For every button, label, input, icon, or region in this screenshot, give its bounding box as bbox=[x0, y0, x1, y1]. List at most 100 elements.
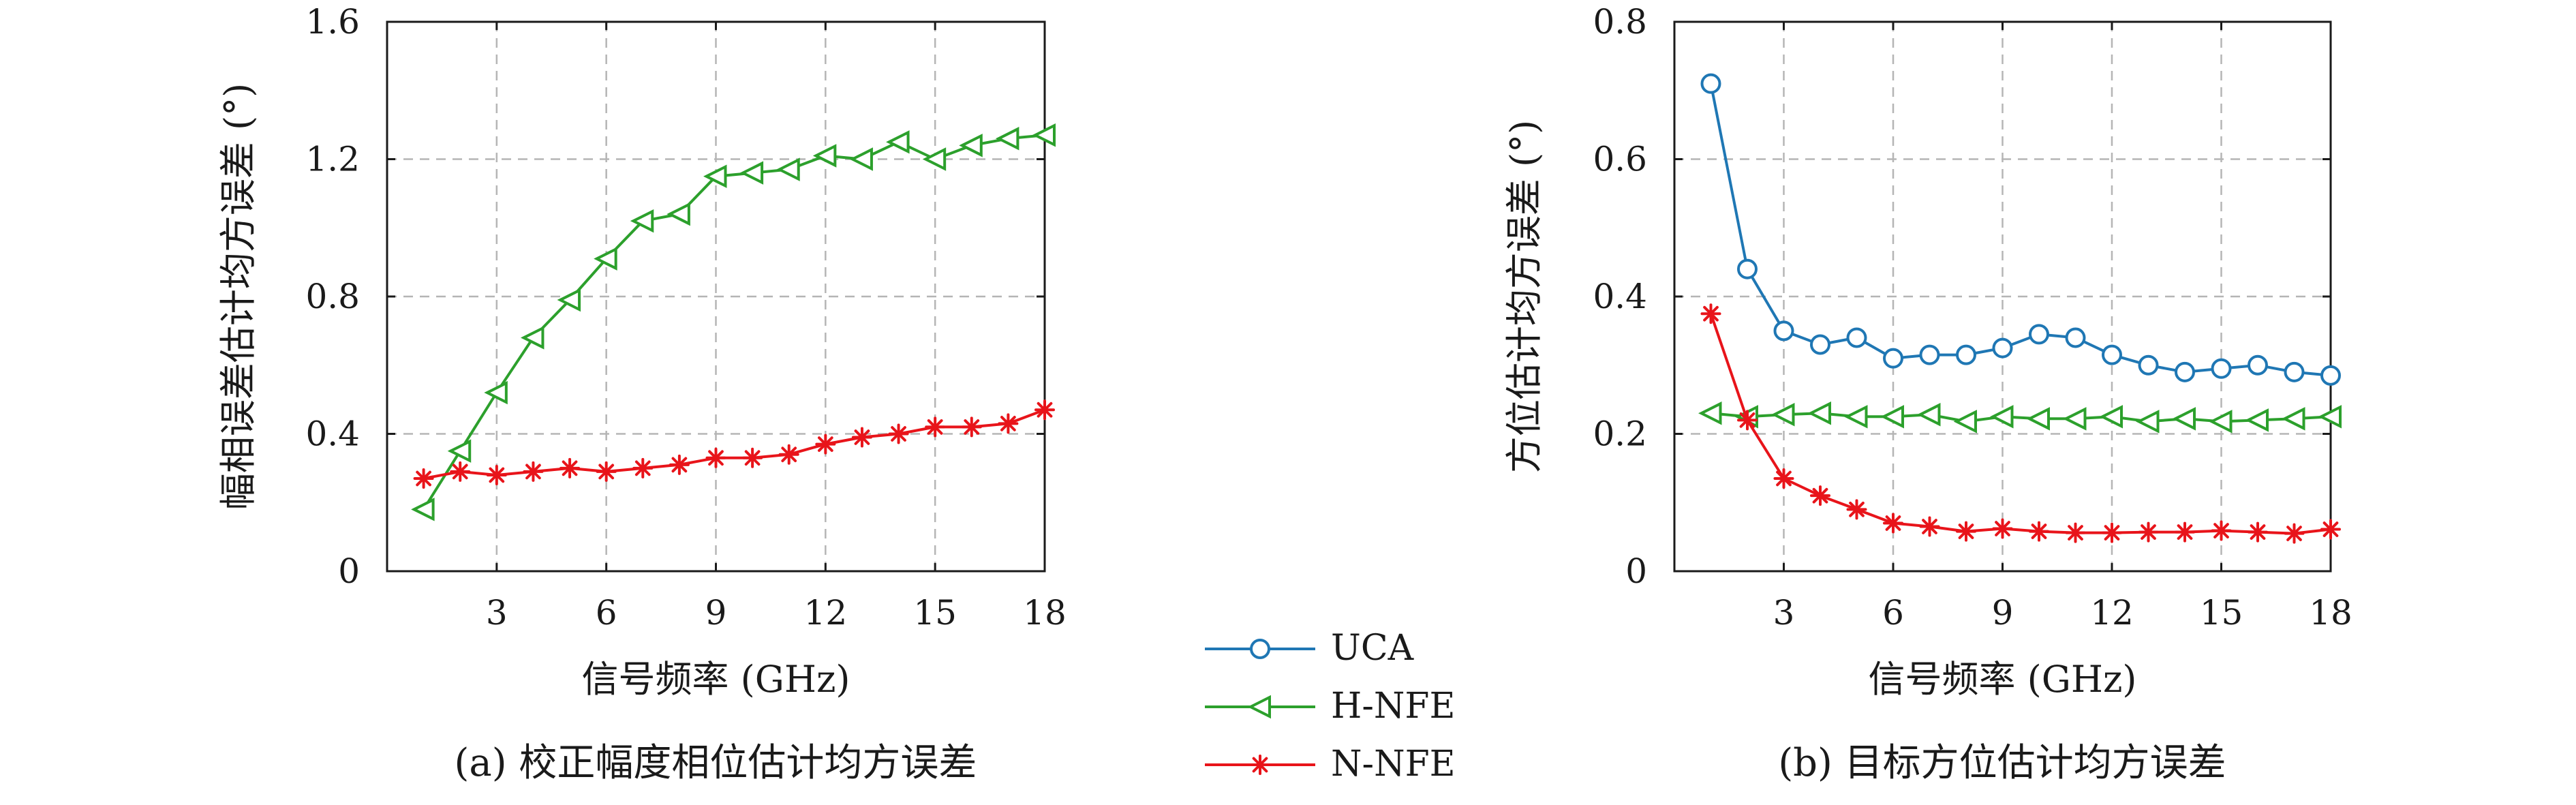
data-point bbox=[2063, 407, 2087, 431]
data-point bbox=[2026, 407, 2050, 431]
data-point bbox=[2284, 523, 2305, 544]
data-point bbox=[486, 464, 507, 485]
series-line bbox=[1709, 83, 2331, 377]
data-point bbox=[2211, 358, 2232, 379]
data-point bbox=[1844, 405, 1868, 429]
data-point bbox=[2102, 522, 2122, 543]
data-point bbox=[1992, 337, 2013, 359]
panel-a: 3 6 9 12 15 18 0 0.4 0.8 1.2 1.6 信号频率 (GHz) 幅相误差估计均方… bbox=[217, 2, 1067, 785]
panel-caption: (b) 目标方位估计均方误差 bbox=[1778, 741, 2226, 785]
legend-marker bbox=[1247, 695, 1271, 719]
legend-marker bbox=[1250, 755, 1270, 775]
data-point bbox=[2138, 354, 2159, 376]
data-point bbox=[1737, 410, 1758, 431]
data-point bbox=[998, 413, 1019, 434]
series-uca bbox=[1700, 73, 2341, 386]
x-tick-label: 6 bbox=[1882, 593, 1904, 633]
data-point bbox=[776, 157, 800, 181]
series-line bbox=[422, 134, 1045, 511]
legend-marker bbox=[1250, 639, 1270, 659]
data-point bbox=[888, 423, 909, 444]
data-point bbox=[2172, 407, 2196, 431]
x-tick-label: 3 bbox=[486, 593, 508, 633]
data-point bbox=[2209, 410, 2233, 434]
y-tick-label: 0 bbox=[1625, 551, 1647, 591]
data-point bbox=[1917, 403, 1941, 427]
data-point bbox=[961, 416, 982, 438]
y-axis-label: 方位估计均方误差 (°) bbox=[1503, 120, 1546, 473]
data-point bbox=[2029, 324, 2049, 345]
data-point bbox=[1773, 320, 1794, 341]
data-point bbox=[1919, 344, 1940, 365]
data-point bbox=[1773, 468, 1794, 489]
y-tick-label: 0.8 bbox=[1593, 2, 1647, 42]
data-point bbox=[1698, 401, 1722, 425]
series-h-nfe bbox=[1698, 401, 2342, 434]
data-point bbox=[669, 454, 690, 475]
data-point bbox=[2102, 344, 2122, 365]
data-point bbox=[559, 457, 581, 479]
data-point bbox=[2136, 410, 2160, 434]
y-tick-label: 0.6 bbox=[1593, 140, 1647, 179]
data-point bbox=[1807, 401, 1831, 425]
x-tick-label: 12 bbox=[804, 593, 848, 633]
x-tick-label: 15 bbox=[2200, 593, 2243, 633]
data-point bbox=[596, 461, 617, 482]
data-point bbox=[630, 209, 654, 233]
data-point bbox=[1992, 518, 2013, 539]
data-point bbox=[2175, 521, 2195, 543]
y-tick-label: 0.4 bbox=[1593, 277, 1647, 316]
data-point bbox=[520, 326, 545, 350]
data-point bbox=[2065, 522, 2086, 543]
legend-item-h-nfe: H-NFE bbox=[1205, 686, 1455, 727]
data-point bbox=[1032, 123, 1056, 147]
y-tick-label: 0.2 bbox=[1593, 414, 1647, 454]
data-point bbox=[1810, 334, 1830, 355]
data-point bbox=[484, 380, 508, 405]
y-axis-label: 幅相误差估计均方误差 (°) bbox=[217, 83, 260, 510]
data-point bbox=[1846, 499, 1867, 520]
data-point bbox=[703, 164, 727, 188]
data-point bbox=[705, 447, 726, 468]
data-point bbox=[1883, 348, 1903, 369]
data-point bbox=[1956, 521, 1976, 542]
data-point bbox=[1846, 327, 1867, 348]
data-point bbox=[411, 498, 435, 521]
y-tick-label: 0 bbox=[338, 551, 360, 591]
data-point bbox=[851, 427, 872, 448]
x-tick-label: 3 bbox=[1773, 593, 1795, 633]
series-line bbox=[423, 408, 1045, 480]
data-point bbox=[632, 457, 654, 479]
x-axis-label: 信号频率 (GHz) bbox=[582, 658, 850, 701]
data-point bbox=[849, 147, 873, 171]
data-point bbox=[2065, 327, 2086, 348]
data-point bbox=[523, 461, 544, 482]
data-point bbox=[922, 147, 947, 171]
data-point bbox=[2282, 407, 2305, 431]
legend-item-n-nfe: N-NFE bbox=[1205, 744, 1456, 785]
data-point bbox=[2320, 365, 2341, 386]
data-point bbox=[1990, 405, 2014, 429]
data-point bbox=[2320, 519, 2341, 540]
data-point bbox=[1919, 516, 1940, 537]
data-point bbox=[2138, 521, 2159, 543]
data-point bbox=[742, 447, 763, 468]
x-tick-label: 9 bbox=[705, 593, 727, 633]
data-point bbox=[2099, 405, 2123, 429]
data-point bbox=[1883, 513, 1903, 534]
data-point bbox=[1034, 399, 1055, 421]
data-point bbox=[886, 130, 910, 154]
y-tick-label: 1.6 bbox=[305, 2, 360, 42]
legend-label: H-NFE bbox=[1331, 686, 1455, 727]
series-n-nfe bbox=[413, 399, 1055, 489]
data-point bbox=[2318, 405, 2342, 429]
data-point bbox=[2211, 520, 2232, 541]
data-point bbox=[2248, 354, 2268, 376]
x-axis-label: 信号频率 (GHz) bbox=[1869, 658, 2137, 701]
series-line bbox=[1709, 313, 2331, 535]
series-h-nfe bbox=[411, 123, 1056, 521]
data-point bbox=[2245, 408, 2269, 432]
x-tick-label: 12 bbox=[2090, 593, 2134, 633]
data-point bbox=[925, 416, 946, 438]
x-tick-label: 18 bbox=[1023, 593, 1067, 633]
